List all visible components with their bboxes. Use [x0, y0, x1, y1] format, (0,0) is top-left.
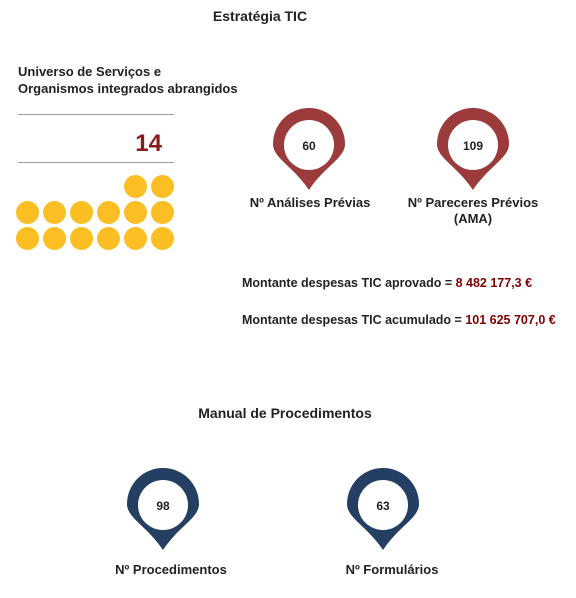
universe-dot: [151, 227, 174, 250]
spending-accumulated-value: 101 625 707,0 €: [465, 313, 556, 327]
map-pin-icon: [273, 107, 345, 190]
tic-section-title: Estratégia TIC: [212, 8, 308, 24]
spending-approved-value: 8 482 177,3 €: [455, 276, 533, 290]
pin-formularios: 63: [344, 463, 422, 553]
pin-caption-line1: Nº Pareceres Prévios: [407, 195, 539, 210]
universe-dot: [70, 201, 93, 224]
universe-dot: [16, 227, 39, 250]
pin-value: 63: [376, 499, 390, 513]
manual-section-title: Manual de Procedimentos: [198, 405, 372, 421]
map-pin-icon: [127, 467, 199, 550]
universe-dot-grid: [16, 175, 176, 250]
universe-label-line1: Universo de Serviços e: [18, 64, 162, 79]
spending-approved-label: Montante despesas TIC aprovado =: [242, 276, 456, 290]
universe-dot: [70, 227, 93, 250]
universe-bottom-rule: [18, 162, 174, 163]
pin-procedimentos: 98: [124, 463, 202, 553]
pin-value: 98: [156, 499, 170, 513]
pin-analises-previas: 60: [270, 103, 348, 193]
pin-value: 109: [462, 139, 484, 153]
spending-accumulated-label: Montante despesas TIC acumulado =: [242, 313, 466, 327]
universe-dot: [97, 201, 120, 224]
pin-caption-pareceres-previos: Nº Pareceres Prévios (AMA): [393, 195, 553, 227]
pin-caption-formularios: Nº Formulários: [345, 562, 439, 577]
universe-dot: [151, 175, 174, 198]
universe-dot: [124, 201, 147, 224]
pin-caption-analises-previas: Nº Análises Prévias: [230, 195, 390, 211]
universe-dot: [124, 175, 147, 198]
universe-dot: [16, 201, 39, 224]
universe-dot: [151, 201, 174, 224]
universe-top-rule: [18, 114, 174, 115]
universe-dot: [43, 227, 66, 250]
spending-approved: Montante despesas TIC aprovado = 8 482 1…: [242, 276, 532, 290]
spending-accumulated: Montante despesas TIC acumulado = 101 62…: [242, 313, 556, 327]
pin-pareceres-previos: 109: [434, 103, 512, 193]
pin-caption-line1: Nº Análises Prévias: [249, 195, 371, 210]
map-pin-icon: [437, 107, 509, 190]
universe-label: Universo de Serviços e Organismos integr…: [18, 63, 238, 97]
pin-value: 60: [302, 139, 316, 153]
universe-dot: [43, 201, 66, 224]
universe-dot: [97, 227, 120, 250]
pin-caption-procedimentos: Nº Procedimentos: [115, 562, 227, 577]
universe-dot: [124, 227, 147, 250]
pin-caption-line2: (AMA): [453, 211, 493, 226]
map-pin-icon: [347, 467, 419, 550]
universe-label-line2: Organismos integrados abrangidos: [18, 81, 238, 96]
universe-count: 14: [135, 130, 162, 157]
